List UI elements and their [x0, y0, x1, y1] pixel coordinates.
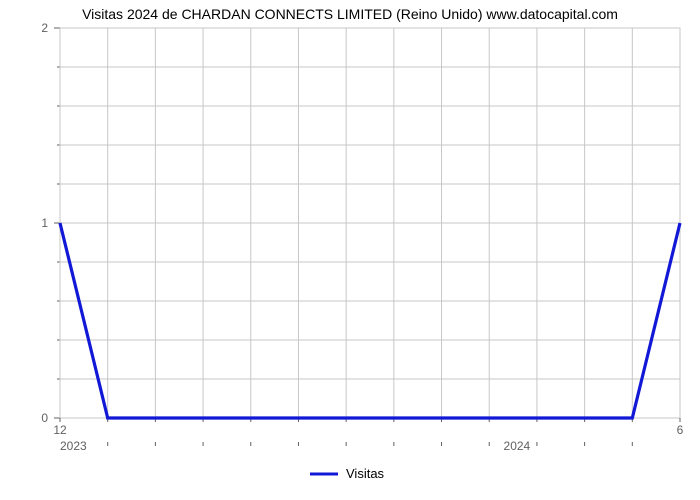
chart-svg: 01212620232024Visitas — [0, 0, 700, 500]
visits-chart: { "chart": { "type": "line", "title": "V… — [0, 0, 700, 500]
legend-label: Visitas — [346, 466, 385, 481]
x-tick-label: 6 — [677, 423, 684, 437]
y-tick-label: 1 — [41, 216, 48, 230]
y-tick-label: 2 — [41, 21, 48, 35]
legend-swatch — [310, 473, 338, 476]
x-sub-label: 2024 — [504, 439, 531, 453]
x-tick-label: 12 — [53, 423, 67, 437]
y-tick-label: 0 — [41, 411, 48, 425]
series-line — [60, 223, 680, 418]
x-sub-label: 2023 — [60, 439, 87, 453]
